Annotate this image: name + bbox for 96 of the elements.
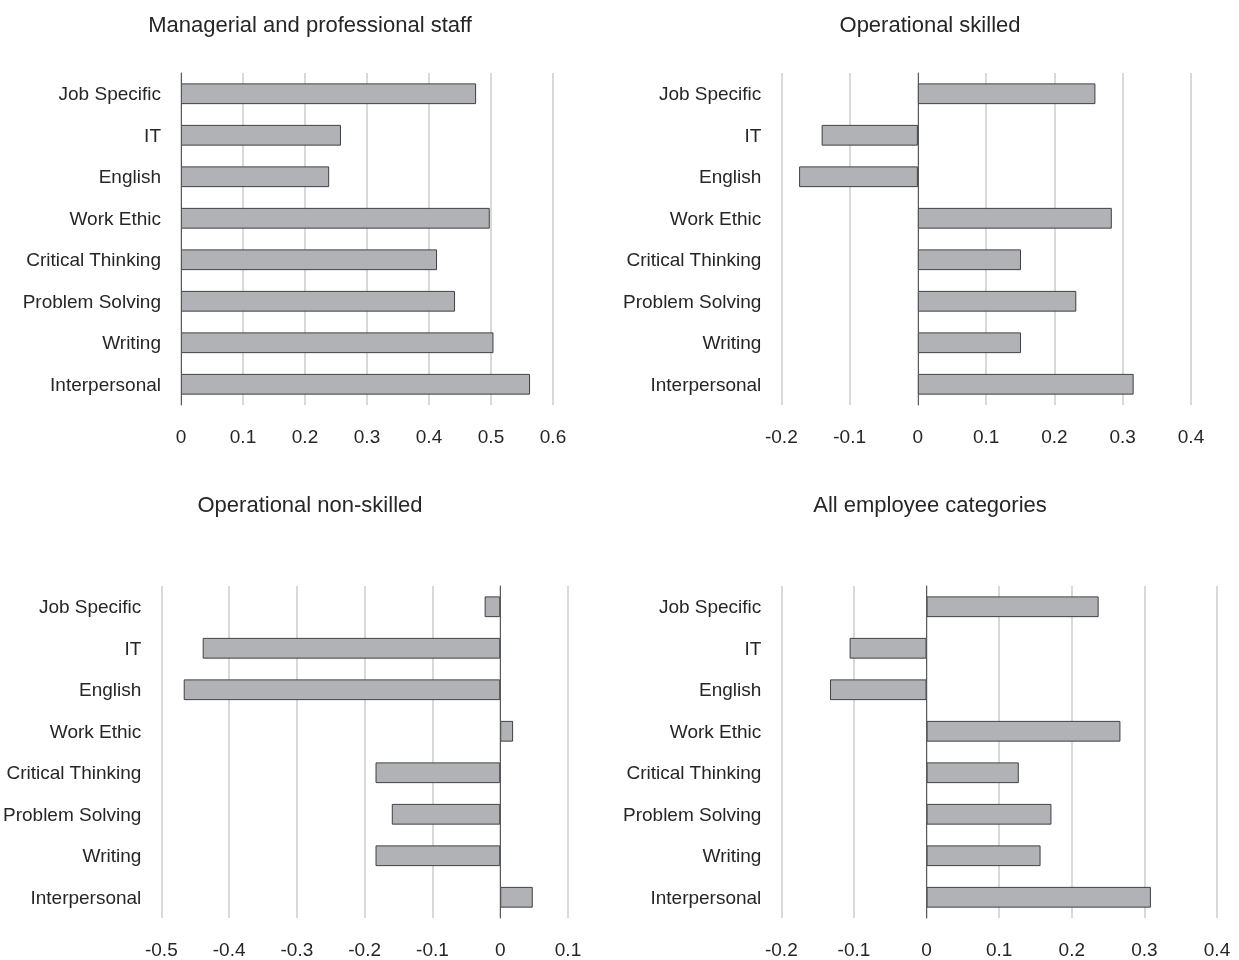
bar [926, 762, 1019, 784]
y-tick-label: Interpersonal [50, 373, 161, 395]
bar [926, 845, 1041, 867]
bar [926, 596, 1099, 618]
bar [202, 637, 501, 659]
y-tick-label: Critical Thinking [626, 762, 762, 784]
y-tick-label: Work Ethic [69, 207, 161, 229]
y-tick-label: Work Ethic [669, 207, 762, 229]
x-tick-label: 0 [494, 939, 506, 960]
x-tick-label: 0 [912, 426, 924, 447]
x-tick-label: -0.1 [416, 939, 449, 960]
x-tick-label: 0.1 [972, 426, 1000, 447]
y-tick-label: Writing [102, 332, 161, 354]
bar [181, 249, 438, 271]
x-tick-label: 0.4 [1177, 426, 1205, 447]
bar [181, 373, 531, 395]
bar [181, 83, 477, 105]
x-tick-label: -0.2 [764, 939, 798, 960]
y-tick-label: English [699, 166, 762, 188]
bar [917, 373, 1134, 395]
bar [181, 290, 456, 312]
y-tick-label: Job Specific [658, 596, 762, 618]
x-tick-label: 0.5 [477, 426, 505, 447]
y-tick-label: IT [744, 637, 762, 659]
x-tick-label: 0 [921, 939, 932, 960]
y-tick-label: IT [144, 124, 162, 146]
bar [183, 679, 501, 701]
y-tick-label: IT [124, 637, 142, 659]
y-tick-label: Critical Thinking [26, 249, 161, 271]
bar [181, 207, 490, 229]
y-tick-label: Interpersonal [30, 886, 142, 908]
chart-title: Operational non-skilled [197, 491, 423, 517]
x-tick-label: 0.2 [291, 426, 319, 447]
y-tick-label: IT [744, 124, 762, 146]
bar [917, 290, 1077, 312]
x-tick-label: 0.6 [539, 426, 567, 447]
x-tick-label: -0.1 [833, 426, 866, 447]
y-tick-label: Problem Solving [3, 803, 142, 825]
x-tick-label: 0.1 [554, 939, 582, 960]
x-tick-label: 0.1 [229, 426, 257, 447]
chart-title: Managerial and professional staff [148, 11, 473, 37]
y-tick-label: Work Ethic [669, 720, 762, 742]
x-tick-label: 0.2 [1041, 426, 1068, 447]
x-tick-label: 0.2 [1058, 939, 1085, 960]
y-tick-label: English [699, 679, 762, 701]
y-tick-label: Problem Solving [623, 803, 762, 825]
y-tick-label: Work Ethic [49, 720, 142, 742]
bar [181, 124, 341, 146]
bar [375, 845, 501, 867]
bar [375, 762, 501, 784]
bar [926, 886, 1151, 908]
x-tick-label: -0.2 [764, 426, 798, 447]
y-tick-label: Writing [82, 845, 142, 867]
bar [799, 166, 918, 188]
x-tick-label: 0.4 [415, 426, 443, 447]
bar [917, 332, 1021, 354]
bar [181, 166, 330, 188]
y-tick-label: Writing [702, 845, 762, 867]
x-tick-label: 0.3 [1109, 426, 1136, 447]
x-tick-label: -0.2 [348, 939, 382, 960]
y-tick-label: Writing [702, 332, 762, 354]
bar [926, 720, 1121, 742]
y-tick-label: Problem Solving [22, 290, 161, 312]
bar [500, 720, 514, 742]
x-tick-label: 0.4 [1203, 939, 1231, 960]
y-tick-label: Critical Thinking [626, 249, 762, 271]
chart-title: All employee categories [813, 491, 1047, 517]
x-tick-label: 0.3 [1131, 939, 1158, 960]
chart-title: Operational skilled [839, 11, 1021, 37]
bar [484, 596, 501, 618]
bar [849, 637, 927, 659]
y-tick-label: Interpersonal [650, 373, 762, 395]
bar [917, 249, 1021, 271]
x-tick-label: -0.4 [212, 939, 246, 960]
y-tick-label: Job Specific [658, 83, 762, 105]
x-tick-label: 0.1 [985, 939, 1013, 960]
y-tick-label: Critical Thinking [6, 762, 142, 784]
y-tick-label: Job Specific [38, 596, 142, 618]
y-tick-label: Interpersonal [650, 886, 762, 908]
bar [829, 679, 927, 701]
x-tick-label: -0.5 [144, 939, 178, 960]
y-tick-label: English [79, 679, 142, 701]
bar [917, 83, 1096, 105]
bar [500, 886, 533, 908]
y-tick-label: English [98, 166, 161, 188]
y-tick-label: Problem Solving [623, 290, 762, 312]
x-tick-label: 0.3 [353, 426, 381, 447]
bar [391, 803, 501, 825]
x-tick-label: 0 [175, 426, 187, 447]
bar [181, 332, 494, 354]
bar [821, 124, 918, 146]
x-tick-label: -0.1 [837, 939, 871, 960]
y-tick-label: Job Specific [58, 83, 161, 105]
x-tick-label: -0.3 [280, 939, 314, 960]
bar [926, 803, 1052, 825]
bar [917, 207, 1112, 229]
